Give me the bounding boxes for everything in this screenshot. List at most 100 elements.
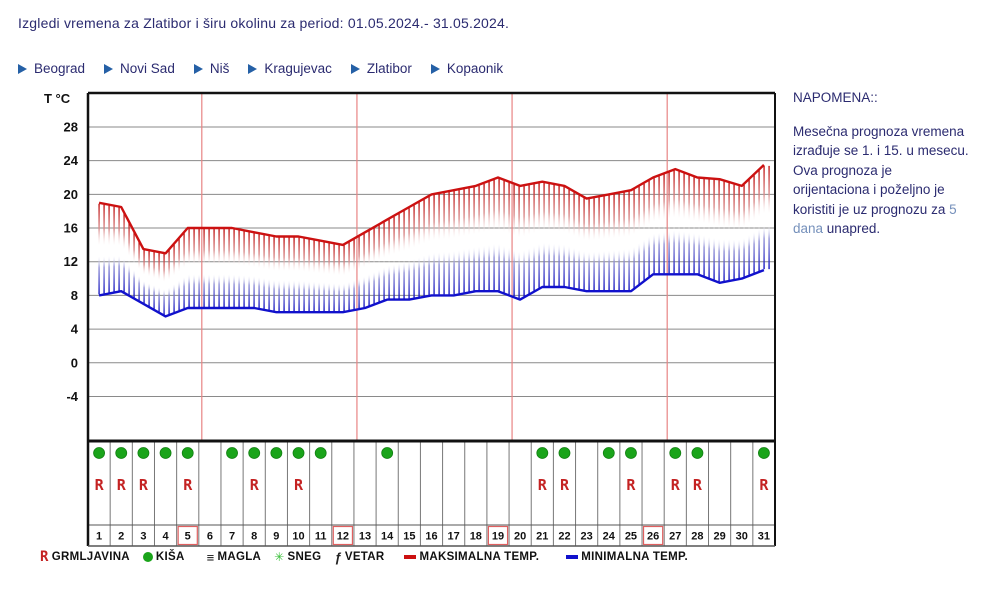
svg-text:17: 17 xyxy=(448,531,460,543)
svg-text:20: 20 xyxy=(514,531,526,543)
nav-label: Beograd xyxy=(34,61,86,76)
arrow-right-icon xyxy=(104,63,114,74)
svg-text:27: 27 xyxy=(669,531,681,543)
svg-text:R: R xyxy=(294,476,304,494)
svg-text:18: 18 xyxy=(470,531,482,543)
svg-text:8: 8 xyxy=(71,288,78,303)
napomena-text-after: unapred. xyxy=(823,221,881,236)
svg-text:4: 4 xyxy=(163,531,170,543)
nav-label: Kragujevac xyxy=(264,61,332,76)
svg-text:10: 10 xyxy=(292,531,304,543)
svg-text:R: R xyxy=(250,476,260,494)
wind-icon: ƒ xyxy=(334,549,342,565)
svg-text:R: R xyxy=(693,476,703,494)
legend-label: MAGLA xyxy=(217,551,262,563)
svg-text:R: R xyxy=(671,476,681,494)
svg-text:1: 1 xyxy=(96,531,102,543)
legend-label: KIŠA xyxy=(155,551,185,563)
fog-icon: ≡ xyxy=(206,549,215,565)
arrow-right-icon xyxy=(430,63,440,74)
nav-link-novi-sad[interactable]: Novi Sad xyxy=(104,61,175,76)
svg-text:2: 2 xyxy=(118,531,124,543)
forecast-chart: 28 24 20 16 12 8 4 0 -4 R R R R R R R R R R R R 1 2 3 4 5 6 7 8 9 10 11… xyxy=(35,86,783,548)
legend-label: MAKSIMALNA TEMP. xyxy=(419,551,540,563)
svg-text:29: 29 xyxy=(713,531,725,543)
nav-label: Novi Sad xyxy=(120,61,175,76)
svg-text:15: 15 xyxy=(403,531,415,543)
legend-item-rain: KIŠA xyxy=(142,551,185,563)
legend-label: GRMLJAVINA xyxy=(51,551,130,563)
svg-text:R: R xyxy=(183,476,193,494)
svg-text:19: 19 xyxy=(492,531,504,543)
svg-text:31: 31 xyxy=(758,531,770,543)
svg-text:24: 24 xyxy=(603,531,616,543)
svg-text:3: 3 xyxy=(140,531,146,543)
legend-label: VETAR xyxy=(344,551,385,563)
svg-text:21: 21 xyxy=(536,531,548,543)
nav-link-kopaonik[interactable]: Kopaonik xyxy=(430,61,504,76)
max-temp-line-icon xyxy=(404,555,417,559)
nav-link-kragujevac[interactable]: Kragujevac xyxy=(248,61,332,76)
svg-text:T °C: T °C xyxy=(44,91,71,106)
legend-label: MINIMALNA TEMP. xyxy=(581,551,689,563)
arrow-right-icon xyxy=(248,63,258,74)
snow-icon: ✳ xyxy=(274,550,285,564)
svg-text:28: 28 xyxy=(64,120,78,135)
svg-text:0: 0 xyxy=(71,355,78,370)
nav-link-beograd[interactable]: Beograd xyxy=(18,61,85,76)
svg-text:11: 11 xyxy=(315,531,327,543)
legend-item-fog: ≡ MAGLA xyxy=(207,550,262,565)
arrow-right-icon xyxy=(193,63,203,74)
svg-text:8: 8 xyxy=(251,531,257,543)
napomena-text: Mesečna prognoza vremena izrađuje se 1. … xyxy=(793,122,971,239)
svg-text:16: 16 xyxy=(425,531,437,543)
city-nav: Beograd Novi Sad Niš Kragujevac Zlatibor… xyxy=(18,61,503,76)
svg-text:24: 24 xyxy=(64,153,79,168)
legend-item-thunder: R GRMLJAVINA xyxy=(40,549,130,565)
nav-link-zlatibor[interactable]: Zlatibor xyxy=(350,61,412,76)
svg-text:28: 28 xyxy=(691,531,703,543)
svg-text:R: R xyxy=(626,476,636,494)
svg-text:14: 14 xyxy=(381,531,394,543)
svg-text:R: R xyxy=(759,476,769,494)
svg-text:20: 20 xyxy=(64,187,78,202)
svg-text:R: R xyxy=(117,476,127,494)
svg-text:5: 5 xyxy=(185,531,191,543)
thunder-icon: R xyxy=(40,549,49,565)
svg-text:4: 4 xyxy=(71,322,79,337)
arrow-right-icon xyxy=(350,63,360,74)
svg-text:R: R xyxy=(95,476,105,494)
nav-link-nis[interactable]: Niš xyxy=(193,61,230,76)
min-temp-line-icon xyxy=(566,555,579,559)
svg-text:R: R xyxy=(139,476,149,494)
svg-text:R: R xyxy=(560,476,570,494)
nav-label: Kopaonik xyxy=(446,61,504,76)
svg-text:23: 23 xyxy=(581,531,593,543)
arrow-right-icon xyxy=(18,63,27,74)
legend-item-max-temp: MAKSIMALNA TEMP. xyxy=(404,551,539,563)
legend-item-wind: ƒ VETAR xyxy=(334,550,384,565)
five-day-forecast-link[interactable]: 5 dana xyxy=(793,201,957,237)
nav-label: Zlatibor xyxy=(366,61,412,76)
rain-icon xyxy=(142,552,153,562)
napomena-panel: NAPOMENA:: Mesečna prognoza vremena izra… xyxy=(793,88,971,239)
svg-text:25: 25 xyxy=(625,531,637,543)
legend-item-min-temp: MINIMALNA TEMP. xyxy=(566,551,688,563)
nav-label: Niš xyxy=(209,61,230,76)
svg-text:13: 13 xyxy=(359,531,371,543)
svg-text:30: 30 xyxy=(736,531,748,543)
chart-legend: R GRMLJAVINA KIŠA ≡ MAGLA ✳ SNEG ƒ VETAR… xyxy=(40,549,701,565)
svg-text:R: R xyxy=(538,476,548,494)
napomena-text-before: Mesečna prognoza vremena izrađuje se 1. … xyxy=(793,123,969,217)
svg-text:12: 12 xyxy=(64,254,78,269)
svg-text:12: 12 xyxy=(337,531,349,543)
legend-item-snow: ✳ SNEG xyxy=(274,550,321,564)
svg-text:7: 7 xyxy=(229,531,235,543)
svg-text:6: 6 xyxy=(207,531,213,543)
svg-text:22: 22 xyxy=(558,531,570,543)
page-title: Izgledi vremena za Zlatibor i širu okoli… xyxy=(18,15,510,31)
legend-label: SNEG xyxy=(287,551,322,563)
svg-text:26: 26 xyxy=(647,531,659,543)
